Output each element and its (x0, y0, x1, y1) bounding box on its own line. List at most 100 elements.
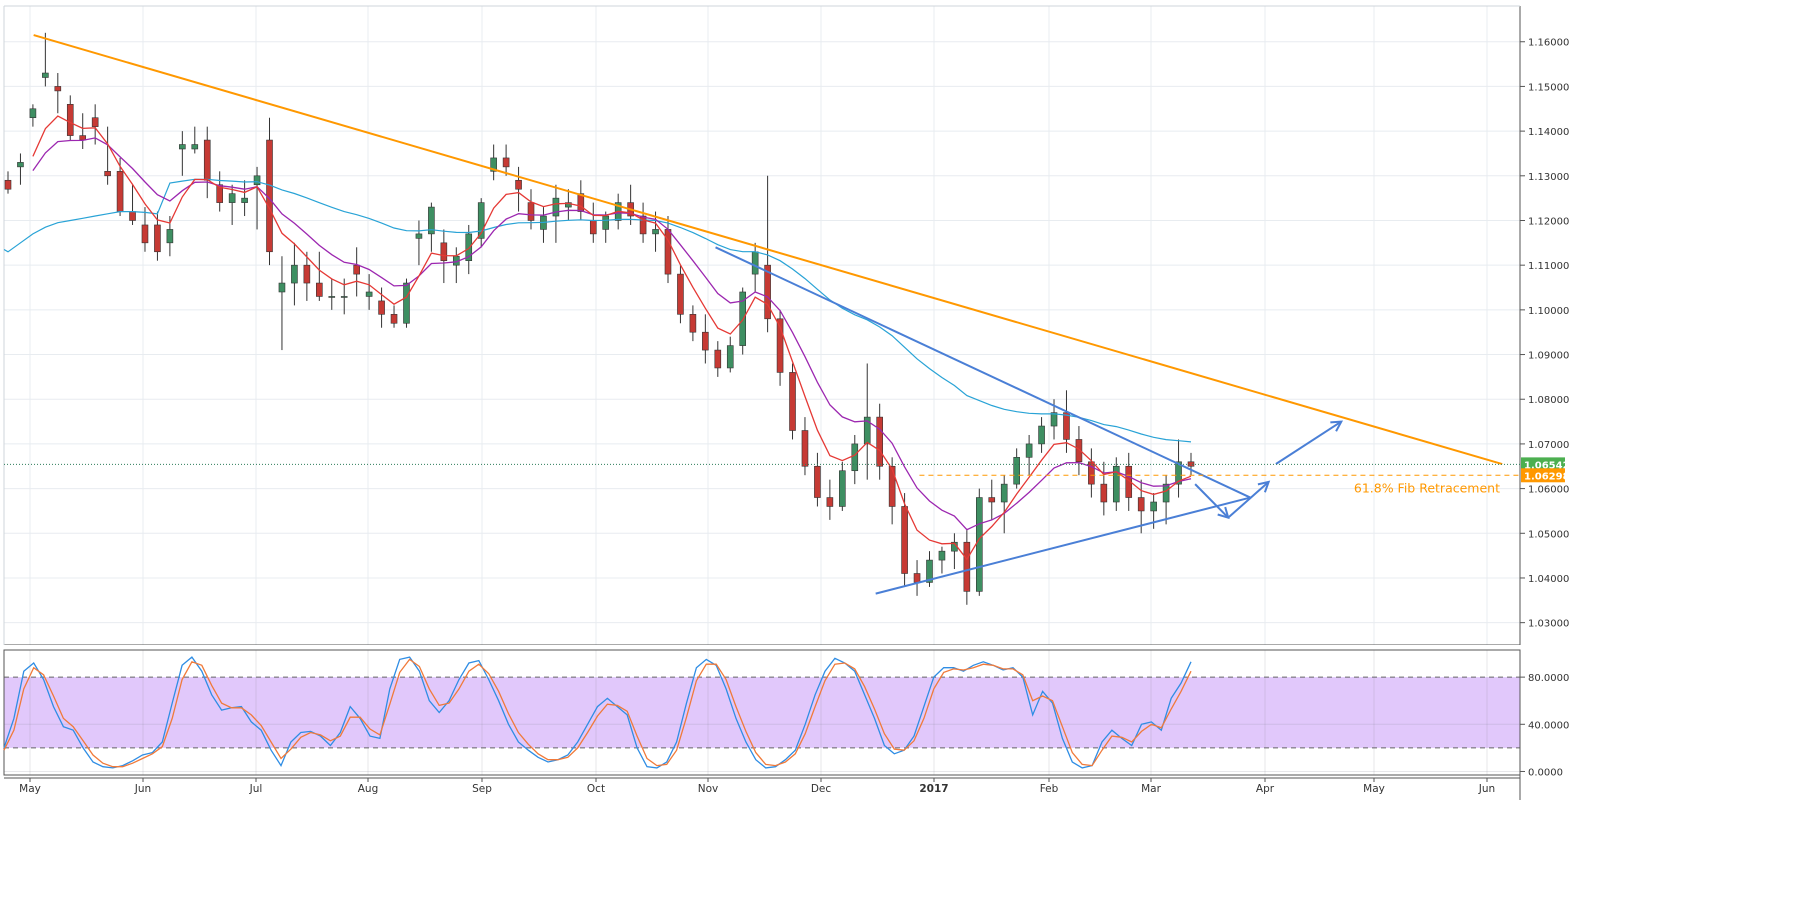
candle-body (1075, 439, 1083, 463)
candle-body (639, 215, 647, 235)
price-axis-badge-label: 1.06298 (1524, 471, 1570, 482)
candle-body (652, 229, 659, 235)
candle-body (378, 300, 385, 315)
candle-body (415, 233, 423, 239)
fast-moving-average-line (32, 115, 1192, 561)
candle-body (141, 224, 149, 244)
price-y-tick-label: 1.06000 (1528, 485, 1569, 496)
candle-body (1187, 461, 1195, 467)
oscillator-frame (3, 649, 1521, 776)
candle-body (1162, 483, 1170, 503)
candle-body (403, 282, 410, 324)
candle-body (291, 264, 298, 284)
x-tick-label: Jul (249, 783, 263, 795)
candle-body (876, 416, 883, 467)
candle-body (1025, 443, 1033, 458)
trendline (33, 34, 1503, 465)
stochastic-k-line (3, 656, 1192, 769)
x-tick-label: 2017 (919, 783, 948, 795)
price-y-tick-label: 1.03000 (1528, 619, 1569, 630)
candle-body (365, 291, 373, 297)
candle-body (602, 215, 610, 230)
candle-body (303, 264, 311, 284)
price-chart[interactable]: 1.16000 1.15000 1.14000 1.13000 1.12000 1.110… (0, 0, 1820, 645)
candle-body (428, 206, 435, 235)
candle-body (988, 497, 996, 503)
candle-body (776, 318, 784, 373)
candle-body (502, 157, 510, 168)
candle-body (328, 296, 336, 298)
price-y-tick-label: 1.12000 (1528, 216, 1569, 227)
candle-body (129, 211, 136, 221)
x-tick-label: Jun (134, 783, 151, 795)
x-axis-strip (0, 778, 1520, 800)
price-y-tick-label: 1.05000 (1528, 529, 1569, 540)
price-y-tick-label: 1.04000 (1528, 574, 1569, 585)
price-y-tick-label: 1.16000 (1528, 38, 1569, 49)
candle-body (976, 497, 983, 592)
candle-body (901, 506, 908, 574)
price-y-tick-label: 1.11000 (1528, 261, 1569, 272)
candle-body (963, 541, 971, 592)
x-tick-label: Sep (472, 783, 492, 795)
candle-body (751, 251, 759, 275)
trendline (875, 496, 1251, 595)
candle-body (42, 72, 49, 78)
forecast-arrow-head (1257, 480, 1271, 493)
forecast-arrow-line (1275, 420, 1342, 465)
candle-body (527, 202, 535, 221)
candle-body (154, 224, 161, 253)
candle-body (1050, 412, 1058, 427)
candle-body (851, 443, 859, 472)
candle-body (801, 430, 809, 467)
oscillator-y-tick-label: 80.0000 (1528, 673, 1569, 684)
x-tick-label: Oct (587, 783, 605, 795)
candle-body (191, 144, 199, 150)
price-y-tick-label: 1.14000 (1528, 127, 1569, 138)
x-tick-label: May (1363, 783, 1385, 795)
oscillator-band (4, 677, 1520, 748)
candle-body (17, 162, 24, 168)
x-tick-label: Feb (1040, 783, 1059, 795)
candle-body (29, 108, 37, 119)
candle-body (4, 179, 12, 190)
candle-body (465, 233, 473, 262)
candle-body (253, 175, 261, 186)
candle-body (888, 465, 896, 507)
price-y-tick-label: 1.13000 (1528, 172, 1569, 183)
price-y-tick-label: 1.09000 (1528, 351, 1569, 362)
trendline (715, 246, 1251, 499)
candle-body (91, 117, 99, 127)
candle-body (863, 416, 871, 445)
oscillator-y-tick-label: 40.0000 (1528, 720, 1569, 731)
candle-body (926, 559, 933, 583)
forecast-arrow-line (1194, 483, 1229, 519)
candlestick-series (4, 32, 1195, 605)
candle-body (726, 345, 734, 369)
stochastic-d-line (3, 658, 1192, 768)
candle-body (913, 573, 921, 583)
candle-body (839, 470, 846, 507)
candle-body (116, 171, 124, 212)
candle-body (565, 202, 572, 208)
candle-body (552, 197, 560, 217)
candle-body (1137, 497, 1145, 512)
candle-body (66, 104, 74, 136)
x-tick-label: Apr (1256, 783, 1275, 795)
candle-body (1088, 461, 1095, 485)
candle-body (789, 372, 796, 431)
candle-body (203, 139, 211, 181)
candle-body (216, 184, 223, 203)
x-tick-label: Nov (698, 783, 719, 795)
oscillator-y-tick-label: 0.0000 (1528, 767, 1563, 778)
candle-body (490, 157, 497, 172)
candle-body (577, 193, 585, 212)
fib-retracement-label: 61.8% Fib Retracement (1354, 480, 1500, 495)
candle-body (104, 171, 111, 177)
candle-body (1100, 483, 1108, 503)
candle-body (764, 264, 771, 320)
candle-body (440, 242, 448, 262)
price-axis-badge (1521, 468, 1565, 483)
forecast-arrow-head (1330, 420, 1344, 432)
candle-body (390, 314, 398, 324)
